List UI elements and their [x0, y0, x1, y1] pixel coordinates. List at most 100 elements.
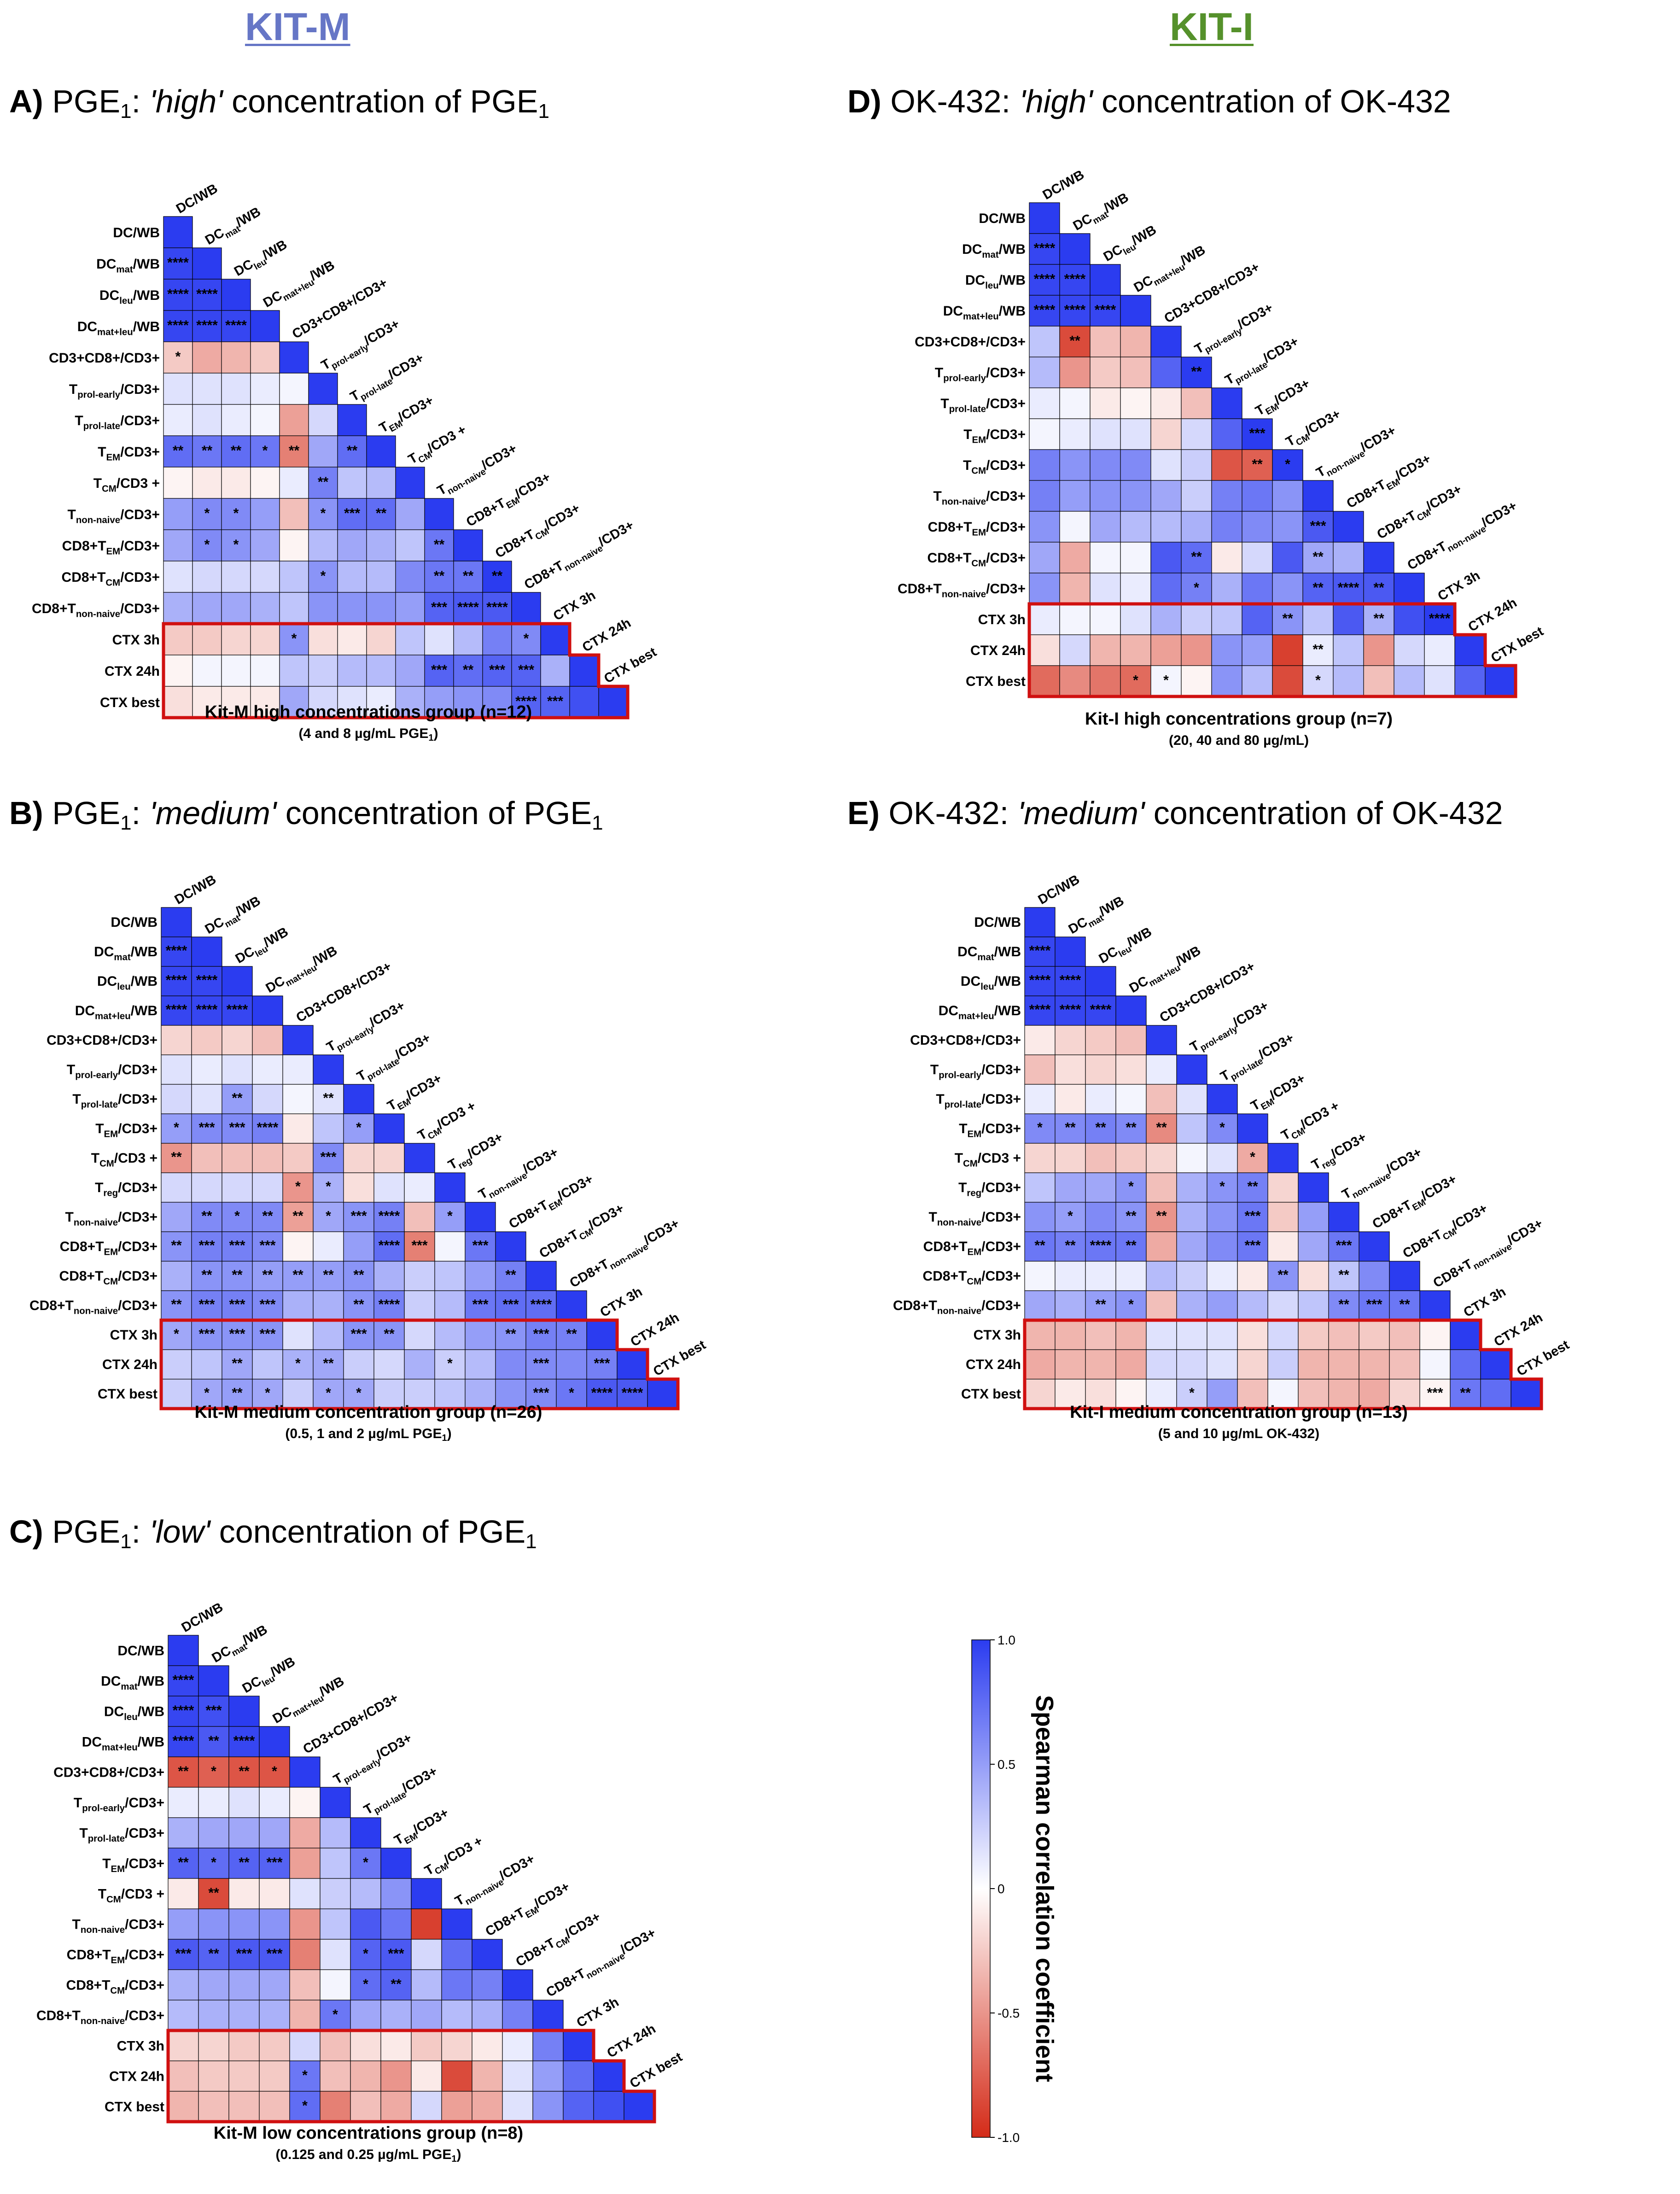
column-label: Treg/CD3+: [1309, 1130, 1371, 1176]
heatmap-cell: [1090, 264, 1121, 296]
heatmap-cell: [1450, 1349, 1481, 1380]
significance-stars: ****: [1090, 1002, 1112, 1018]
significance-stars: *: [1133, 673, 1138, 688]
heatmap-cell: [1029, 264, 1060, 296]
heatmap-cell: [163, 623, 193, 655]
significance-stars: ***: [198, 1238, 215, 1253]
row-label: CTX 3h: [978, 612, 1026, 627]
heatmap-cell: [434, 1231, 466, 1262]
heatmap-cell: [482, 623, 512, 655]
heatmap-cell: [366, 467, 396, 499]
heatmap-cell: [221, 310, 251, 342]
row-label: CD8+TCM/CD3+: [59, 1269, 158, 1287]
heatmap-cell: [163, 529, 193, 562]
heatmap-cell: [1242, 603, 1273, 635]
row-label: TEM/CD3+: [102, 1856, 164, 1874]
row-label: TEM/CD3+: [95, 1121, 158, 1139]
heatmap-cell: [191, 1231, 222, 1262]
heatmap-cell: [598, 686, 628, 718]
column-label: Tprol-late/CD3+: [1223, 334, 1303, 390]
heatmap-cell: [1176, 1290, 1208, 1321]
heatmap-cell: [1207, 1113, 1238, 1144]
heatmap-cell: [1207, 1349, 1238, 1380]
column-label: TCM/CD3 +: [1279, 1099, 1343, 1146]
heatmap-cell: [1267, 1320, 1299, 1350]
significance-stars: **: [202, 443, 213, 458]
heatmap-cell: [192, 373, 222, 405]
heatmap-cell: [282, 1113, 314, 1144]
heatmap-cell: [1055, 1261, 1086, 1291]
heatmap-cell: [191, 1143, 222, 1173]
heatmap-cell: [198, 2060, 229, 2092]
heatmap-cell: [1055, 1084, 1086, 1114]
heatmap-cell: [1115, 995, 1147, 1026]
heatmap-cell: [1024, 1231, 1056, 1262]
heatmap-cell: [380, 1939, 412, 1970]
significance-stars: ***: [175, 1946, 191, 1961]
heatmap-cell: [1059, 357, 1091, 388]
heatmap-cell: [282, 1379, 314, 1409]
heatmap-cell: [1055, 1231, 1086, 1262]
heatmap-cell: [259, 2060, 290, 2092]
heatmap-cell: [1394, 603, 1425, 635]
heatmap-cell: [441, 1969, 472, 2001]
row-label: Tprol-late/CD3+: [79, 1826, 164, 1844]
heatmap-cell: [395, 467, 425, 499]
significance-stars: *: [1037, 1120, 1043, 1135]
heatmap-cell: [1090, 480, 1121, 512]
significance-stars: **: [566, 1327, 577, 1342]
heatmap-cell: [1059, 665, 1091, 697]
heatmap-cell: [1146, 1349, 1177, 1380]
heatmap-cell: [1328, 1202, 1359, 1232]
heatmap-cell: [350, 2030, 381, 2061]
column-label: Tprol-late/CD3+: [1218, 1030, 1298, 1087]
heatmap-cell: [221, 279, 251, 311]
heatmap-cell: [472, 1939, 503, 1970]
heatmap-cell: [168, 1787, 199, 1818]
heatmap-cell: [434, 1261, 466, 1291]
ctx-highlight-box: [162, 622, 630, 720]
heatmap-cell: [1150, 449, 1182, 481]
heatmap-cell: [1090, 326, 1121, 357]
significance-stars: *: [204, 537, 210, 552]
heatmap-cell: [366, 655, 396, 687]
heatmap-cell: [1328, 1349, 1359, 1380]
heatmap-cell: [1120, 449, 1151, 481]
heatmap-cell: [586, 1320, 618, 1350]
column-label: CTX best: [627, 2049, 685, 2091]
heatmap-cell: [161, 1202, 192, 1232]
significance-stars: *: [295, 1356, 301, 1371]
column-label: CTX best: [651, 1337, 708, 1379]
significance-stars: ****: [379, 1238, 400, 1253]
row-label: CTX best: [98, 1387, 158, 1402]
heatmap-cell: [434, 1290, 466, 1321]
heatmap-cell: [252, 1172, 283, 1203]
heatmap-cell: [366, 561, 396, 593]
heatmap-cell: [289, 1939, 321, 1970]
heatmap-cell: [252, 1084, 283, 1114]
heatmap-cell: [373, 1349, 405, 1380]
significance-stars: ***: [489, 662, 505, 678]
significance-stars: *: [204, 1386, 210, 1401]
heatmap-cell: [1146, 1290, 1177, 1321]
heatmap-cell: [1328, 1379, 1359, 1409]
heatmap-cell: [343, 1349, 374, 1380]
heatmap-cell: [1419, 1320, 1451, 1350]
heatmap-cell: [343, 1379, 374, 1409]
heatmap-cell: [313, 1349, 344, 1380]
significance-stars: *: [1219, 1120, 1225, 1135]
significance-stars: *: [265, 1386, 270, 1401]
heatmap-cell: [453, 686, 483, 718]
significance-stars: *: [1194, 580, 1199, 596]
significance-stars: *: [272, 1764, 277, 1779]
heatmap-cell: [163, 592, 193, 624]
heatmap-cell: [1120, 295, 1151, 327]
row-label: Tprol-early/CD3+: [67, 1062, 158, 1080]
row-label: CTX 24h: [105, 664, 160, 679]
heatmap-cell: [1176, 1054, 1208, 1085]
heatmap-cell: [1059, 449, 1091, 481]
heatmap-cell: [1090, 542, 1121, 573]
row-label: CD3+CD8+/CD3+: [53, 1765, 164, 1780]
significance-stars: ****: [166, 973, 187, 988]
significance-stars: ***: [266, 1855, 282, 1870]
